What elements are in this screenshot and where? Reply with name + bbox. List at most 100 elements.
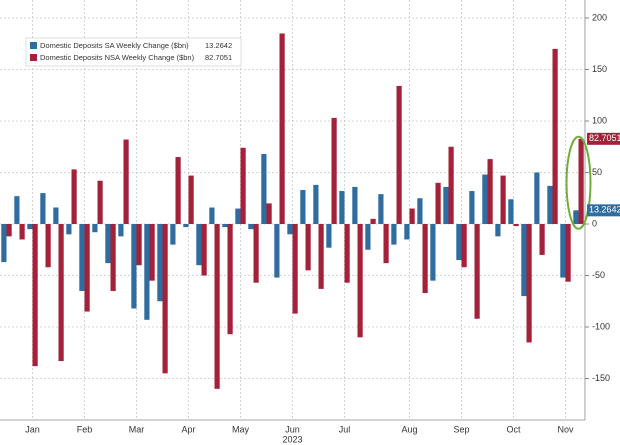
bar: [188, 175, 194, 224]
legend-label: Domestic Deposits NSA Weekly Change ($bn…: [40, 53, 195, 62]
bar: [430, 224, 436, 281]
year-label: 2023: [282, 434, 302, 444]
bar: [79, 224, 85, 291]
bar: [560, 224, 566, 278]
legend-value: 13.2642: [205, 41, 232, 50]
bar: [339, 191, 345, 224]
bar: [266, 203, 272, 224]
bar: [422, 224, 428, 294]
bar: [357, 224, 363, 338]
bar: [534, 172, 540, 224]
x-tick-label: Sep: [453, 424, 469, 434]
bar: [274, 224, 280, 278]
legend-box: [25, 37, 242, 67]
value-tag: [587, 132, 620, 145]
bar: [300, 190, 306, 224]
bar: [495, 224, 501, 237]
bar: [110, 224, 116, 291]
bar: [573, 210, 579, 224]
bar: [149, 224, 155, 281]
bar: [318, 224, 324, 289]
bar: [487, 159, 493, 224]
x-tick-label: Apr: [181, 424, 195, 434]
value-tag-label: 13.2642: [589, 205, 620, 215]
bar: [565, 224, 571, 282]
bar: [370, 218, 376, 224]
bar: [391, 224, 397, 245]
bar: [456, 224, 462, 261]
bar: [157, 224, 163, 302]
bar: [131, 224, 137, 309]
bar: [331, 117, 337, 224]
x-tick-label: Mar: [129, 424, 145, 434]
bar: [92, 224, 98, 233]
bar: [552, 48, 558, 225]
highlight-ellipse: [565, 135, 592, 230]
bar: [144, 224, 150, 320]
bar: [396, 85, 402, 224]
value-tag-label: 82.7051: [589, 133, 620, 143]
y-tick-label: 200: [592, 12, 607, 22]
bar: [53, 207, 59, 224]
bar: [227, 224, 233, 335]
bar: [404, 224, 410, 240]
bar: [105, 224, 111, 264]
bar: [352, 186, 358, 224]
bar: [45, 224, 51, 268]
bar: [539, 224, 545, 255]
bar: [279, 33, 285, 225]
bar: [27, 224, 33, 230]
bar: [201, 224, 207, 276]
bar: [435, 182, 441, 224]
bar: [214, 224, 220, 389]
legend-label: Domestic Deposits SA Weekly Change ($bn): [40, 41, 189, 50]
x-tick-label: Aug: [401, 424, 417, 434]
bar: [170, 224, 176, 245]
bar: [365, 224, 371, 250]
legend-swatch: [30, 42, 37, 49]
bar: [461, 224, 467, 268]
bar: [500, 175, 506, 224]
bar: [313, 184, 319, 224]
bar: [58, 224, 64, 361]
bar: [482, 174, 488, 224]
bar: [287, 224, 293, 235]
bar: [292, 224, 298, 314]
bar: [508, 199, 514, 224]
y-tick-label: 0: [592, 218, 597, 228]
bar: [66, 224, 72, 235]
value-tag: [587, 204, 620, 217]
y-tick-label: -50: [592, 270, 605, 280]
x-tick-label: Jun: [285, 424, 300, 434]
bar: [305, 224, 311, 271]
bar: [162, 224, 168, 374]
x-tick-label: Feb: [77, 424, 93, 434]
bar: [383, 224, 389, 264]
bar: [235, 208, 241, 224]
legend-value: 82.7051: [205, 53, 232, 62]
bar: [513, 224, 519, 227]
bar: [240, 147, 246, 224]
bar: [183, 224, 189, 228]
bar: [248, 224, 254, 230]
bar: [253, 224, 259, 283]
bar: [118, 224, 124, 237]
y-tick-label: -100: [592, 321, 610, 331]
bar: [136, 224, 142, 266]
bar: [1, 224, 7, 263]
x-tick-label: Jan: [25, 424, 40, 434]
bar: [123, 139, 129, 224]
bar: [469, 191, 475, 224]
bar: [526, 224, 532, 343]
x-tick-label: Oct: [506, 424, 521, 434]
bar: [84, 224, 90, 312]
bar: [6, 224, 12, 237]
y-tick-label: 150: [592, 64, 607, 74]
bar: [547, 185, 553, 224]
bar: [378, 194, 384, 224]
bar: [448, 146, 454, 224]
bar: [196, 224, 202, 266]
x-tick-label: Jul: [339, 424, 351, 434]
bar: [261, 153, 267, 224]
bar: [209, 207, 215, 224]
